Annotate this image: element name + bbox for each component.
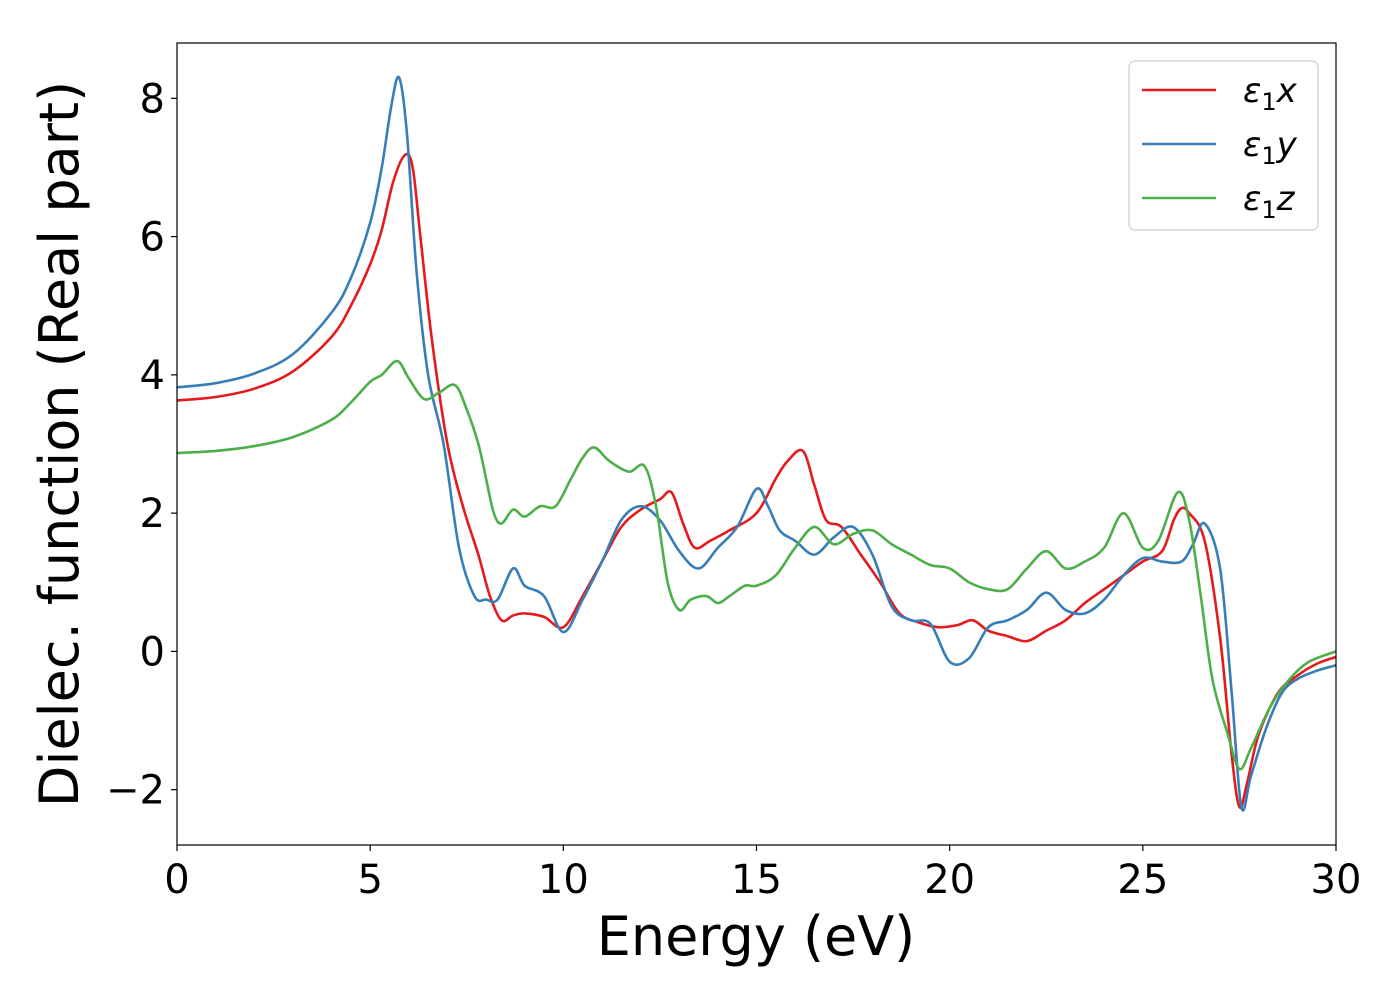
y-tick-label: 4 [140,353,165,399]
y-tick-label: −2 [106,768,165,814]
x-tick-label: 25 [1117,857,1168,903]
legend-label-x: ε1x [1243,71,1298,116]
legend-label-z: ε1z [1243,179,1296,224]
legend-box [1128,60,1319,231]
series-line-z [177,359,1336,771]
legend: ε1x ε1y ε1z [1128,60,1319,231]
y-axis-label: Dielec. function (Real part) [28,81,91,807]
series-line-x [177,152,1336,810]
x-axis: 0 5 10 15 20 25 30 [164,845,1361,903]
x-tick-label: 10 [538,857,589,903]
x-tick-label: 15 [731,857,782,903]
x-tick-label: 0 [164,857,189,903]
y-tick-label: 0 [140,629,165,675]
x-tick-label: 30 [1311,857,1362,903]
y-tick-label: 8 [140,76,165,122]
y-axis: −2 0 2 4 6 8 [106,76,177,814]
series-layer [177,75,1336,812]
x-axis-label: Energy (eV) [597,905,916,968]
legend-label-y: ε1y [1243,125,1298,170]
y-tick-label: 2 [140,491,165,537]
x-tick-label: 20 [924,857,975,903]
series-line-y [177,75,1336,812]
y-tick-label: 6 [140,215,165,261]
x-tick-label: 5 [357,857,382,903]
